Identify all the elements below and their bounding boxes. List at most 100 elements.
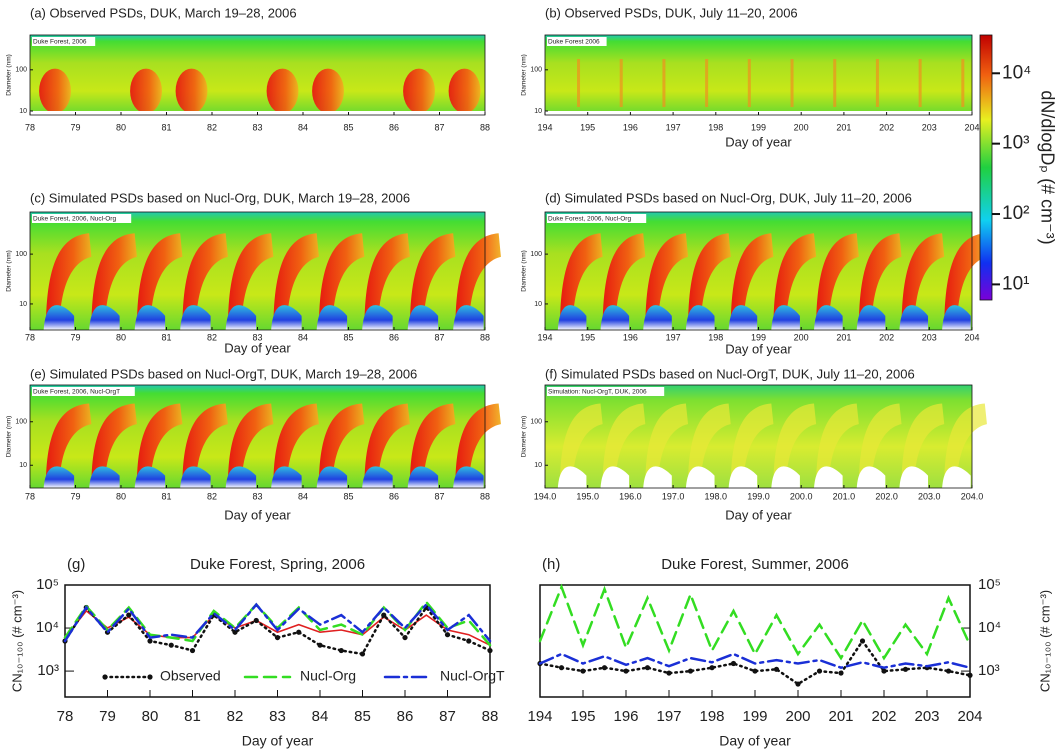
x-tick-label: 82 — [207, 491, 217, 501]
legend-label: Observed — [160, 668, 221, 684]
colorbar-tick-label: 10⁴ — [1002, 62, 1031, 83]
x-tick-label: 204 — [964, 332, 979, 342]
heatmap-low — [856, 466, 886, 488]
panel: (a) Observed PSDs, DUK, March 19–28, 200… — [6, 5, 490, 132]
heatmap-low — [271, 305, 302, 330]
y-axis-label: Diameter (nm) — [521, 54, 528, 96]
heatmap-low — [407, 466, 439, 488]
x-tick-label: 81 — [161, 122, 171, 132]
x-tick-label: 88 — [480, 491, 490, 501]
x-axis-label: Day of year — [224, 340, 291, 355]
heatmap-low — [43, 305, 75, 330]
x-tick-label: 199 — [742, 708, 767, 725]
data-point — [881, 668, 887, 674]
panel-title: (e) Simulated PSDs based on Nucl-OrgT, D… — [30, 366, 417, 381]
heatmap-low — [942, 466, 971, 488]
x-tick-label: 88 — [482, 708, 499, 725]
data-point — [296, 629, 302, 635]
x-tick-label: 203 — [922, 332, 937, 342]
x-tick-label: 87 — [434, 332, 444, 342]
annotation: Simulation: Nucl-OrgT, DUK, 2006 — [548, 389, 647, 396]
x-tick-label: 82 — [207, 122, 217, 132]
panel-title: (f) Simulated PSDs based on Nucl-OrgT, D… — [545, 366, 915, 381]
heatmap-low — [180, 305, 211, 330]
x-tick-label: 79 — [70, 332, 80, 342]
heatmap-event — [312, 68, 344, 114]
series-line — [63, 602, 492, 643]
y-tick-label: 100 — [530, 419, 542, 426]
heatmap-low — [685, 466, 715, 488]
heatmap-event — [403, 68, 435, 114]
heatmap-low — [728, 466, 758, 488]
panel-title: (a) Observed PSDs, DUK, March 19–28, 200… — [30, 5, 297, 20]
y-axis-label: Diameter (nm) — [6, 250, 13, 292]
heatmap-low — [89, 466, 120, 488]
heatmap-streak — [961, 59, 965, 107]
heatmap-streak — [577, 59, 581, 107]
x-tick-label: 83 — [252, 122, 262, 132]
x-tick-label: 86 — [389, 491, 399, 501]
data-point — [126, 612, 132, 618]
x-tick-label: 197 — [666, 332, 681, 342]
panel-title: (b) Observed PSDs, DUK, July 11–20, 2006 — [545, 5, 798, 20]
heatmap-low — [771, 305, 800, 330]
x-tick-label: 194.0 — [534, 491, 557, 501]
heatmap-low — [134, 466, 166, 488]
y-tick-label: 100 — [15, 251, 27, 258]
heatmap-low — [814, 305, 843, 330]
data-point — [274, 634, 281, 641]
data-point — [730, 660, 737, 667]
y-tick-label: 100 — [15, 419, 27, 426]
heatmap-background — [545, 35, 972, 115]
data-point — [168, 642, 174, 648]
heatmap-streak — [833, 59, 837, 107]
x-tick-label: 81 — [184, 708, 201, 725]
legend-label: Nucl-OrgT — [440, 668, 505, 684]
data-point — [558, 665, 565, 671]
data-point — [359, 651, 366, 657]
heatmap-low — [225, 466, 257, 488]
x-tick-label: 196 — [623, 122, 638, 132]
heatmap-low — [134, 305, 166, 330]
x-tick-label: 86 — [389, 122, 399, 132]
x-tick-label: 86 — [389, 332, 399, 342]
heatmap-low — [814, 466, 843, 488]
y-tick-label: 10 — [19, 301, 27, 308]
x-tick-label: 194 — [527, 708, 552, 725]
heatmap-event — [175, 68, 208, 114]
x-tick-label: 201.0 — [833, 491, 856, 501]
annotation: Duke Forest 2006 — [548, 39, 600, 46]
panel: (f) Simulated PSDs based on Nucl-OrgT, D… — [521, 366, 987, 522]
x-tick-label: 196 — [613, 708, 638, 725]
y-axis-label: Diameter (nm) — [6, 54, 13, 96]
y-tick-label: 100 — [15, 67, 27, 74]
x-tick-label: 195.0 — [576, 491, 599, 501]
x-tick-label: 199 — [751, 122, 766, 132]
x-tick-label: 195 — [580, 122, 595, 132]
x-tick-label: 198.0 — [705, 491, 728, 501]
heatmap-low — [643, 466, 672, 488]
panel: Duke Forest, Spring, 2006 (g) CN₁₀₋₁₀₀ (# … — [9, 556, 505, 749]
colorbar — [979, 34, 993, 301]
x-tick-label: 84 — [298, 332, 308, 342]
data-point — [381, 612, 387, 618]
x-tick-label: 195 — [570, 708, 595, 725]
data-point — [580, 668, 586, 674]
panel-title: Duke Forest, Summer, 2006 — [661, 556, 849, 573]
heatmap-streak — [875, 59, 879, 107]
data-point — [317, 642, 323, 648]
x-axis-label: Day of year — [242, 733, 314, 749]
x-tick-label: 194 — [537, 122, 552, 132]
x-tick-label: 78 — [25, 491, 35, 501]
data-point — [687, 668, 694, 674]
heatmap-low — [271, 466, 302, 488]
y-tick-label: 10 — [19, 462, 27, 469]
y-tick-label: 10⁴ — [978, 619, 1001, 636]
x-tick-label: 197 — [666, 122, 681, 132]
y-tick-label: 100 — [530, 67, 542, 74]
series-line — [538, 583, 972, 661]
annotation-box — [32, 214, 132, 223]
panel-label: (h) — [542, 556, 560, 573]
y-axis-label: Diameter (nm) — [521, 250, 528, 292]
data-point — [859, 638, 866, 644]
